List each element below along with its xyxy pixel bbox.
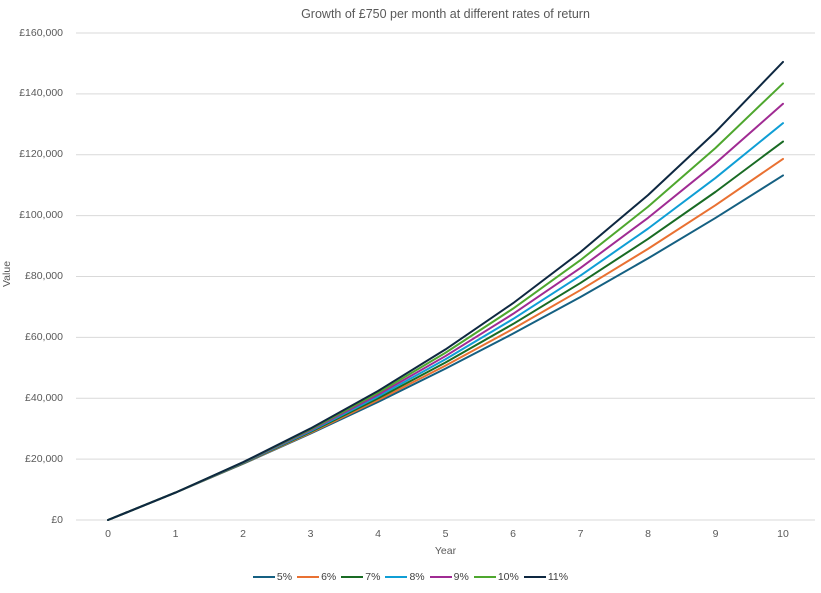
y-axis-tick-label: £0 [51, 513, 63, 526]
legend-swatch-icon [473, 576, 496, 578]
legend-label: 11% [547, 571, 569, 583]
legend-swatch-icon [523, 576, 546, 578]
legend-swatch-icon [297, 576, 320, 578]
y-axis-tick-label: £160,000 [19, 26, 63, 39]
x-axis-tick-label: 5 [442, 528, 449, 540]
y-axis-tick-label: £40,000 [25, 391, 63, 404]
legend-swatch-icon [429, 576, 452, 578]
y-axis-tick-label: £120,000 [19, 148, 63, 161]
y-axis-tick-label: £60,000 [25, 330, 63, 343]
x-axis-tick-label: 3 [307, 528, 314, 540]
series-9pct-line [107, 102, 784, 521]
legend-item-10pct: 10% [473, 571, 519, 583]
legend-label: 8% [409, 571, 425, 583]
legend-label: 7% [365, 571, 381, 583]
legend-label: 6% [321, 571, 337, 583]
legend-label: 5% [276, 571, 293, 583]
legend-item-9pct: 9% [429, 571, 469, 583]
series-8pct-line [107, 122, 784, 521]
series-7pct-line [107, 140, 784, 521]
x-axis-tick-label: 8 [645, 528, 651, 540]
legend-swatch-icon [252, 576, 275, 578]
chart-title: Growth of £750 per month at different ra… [301, 7, 590, 21]
legend-item-8pct: 8% [385, 571, 425, 583]
y-axis-tick-label: £140,000 [19, 87, 63, 100]
x-axis-tick-label: 10 [777, 528, 789, 540]
x-axis-tick-label: 6 [510, 528, 516, 540]
chart-legend: 5% 6% 7% 8% 9% 10% 11% [0, 571, 821, 583]
legend-label: 10% [497, 571, 519, 583]
series-10pct-line [107, 82, 784, 521]
legend-item-5pct: 5% [252, 571, 293, 583]
x-axis-title: Year [434, 545, 457, 557]
legend-item-6pct: 6% [297, 571, 336, 583]
legend-label: 9% [453, 571, 469, 583]
legend-item-11pct: 11% [523, 571, 569, 583]
series-6pct-line [107, 157, 784, 521]
series-11pct-line [107, 60, 784, 521]
y-axis-tick-label: £80,000 [25, 270, 63, 282]
x-axis-tick-label: 0 [105, 528, 111, 540]
y-axis-tick-label: £20,000 [25, 452, 63, 465]
legend-swatch-icon [341, 576, 364, 578]
legend-swatch-icon [385, 576, 408, 578]
x-axis-tick-label: 9 [712, 528, 719, 540]
x-axis-tick-label: 2 [240, 528, 246, 540]
legend-item-7pct: 7% [341, 571, 380, 583]
x-axis-tick-label: 4 [375, 528, 381, 540]
x-axis-tick-label: 1 [172, 528, 179, 540]
y-axis-tick-label: £100,000 [19, 209, 63, 222]
x-axis-tick-label: 7 [577, 528, 584, 540]
